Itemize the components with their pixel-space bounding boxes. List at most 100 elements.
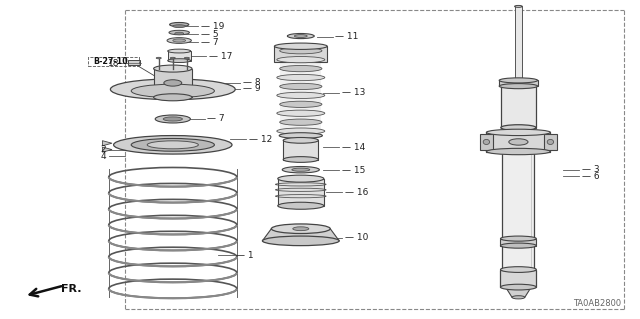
Ellipse shape — [501, 125, 536, 130]
Ellipse shape — [175, 32, 184, 35]
Polygon shape — [102, 147, 112, 152]
Ellipse shape — [515, 5, 522, 7]
Ellipse shape — [499, 84, 538, 89]
Ellipse shape — [502, 269, 534, 274]
Ellipse shape — [292, 168, 310, 171]
Ellipse shape — [276, 74, 324, 81]
Ellipse shape — [282, 167, 319, 173]
Text: B-27-10: B-27-10 — [93, 57, 127, 66]
Bar — [275, 46, 327, 62]
Ellipse shape — [147, 141, 198, 149]
Text: — 6: — 6 — [582, 172, 600, 181]
Ellipse shape — [276, 110, 324, 116]
Text: — 19: — 19 — [201, 22, 225, 31]
Ellipse shape — [164, 80, 182, 86]
Ellipse shape — [163, 117, 182, 121]
Polygon shape — [262, 229, 339, 241]
Text: — 10: — 10 — [345, 233, 369, 242]
Ellipse shape — [280, 101, 322, 108]
Polygon shape — [506, 287, 531, 297]
Text: — 12: — 12 — [249, 135, 272, 144]
Ellipse shape — [278, 175, 324, 182]
Text: — 15: — 15 — [342, 166, 365, 174]
Ellipse shape — [114, 136, 232, 154]
Ellipse shape — [500, 267, 536, 272]
Text: — 8: — 8 — [243, 78, 260, 87]
Text: — 5: — 5 — [201, 30, 219, 39]
Ellipse shape — [184, 57, 189, 59]
Ellipse shape — [173, 39, 186, 42]
Ellipse shape — [280, 83, 322, 90]
Ellipse shape — [483, 139, 490, 145]
Text: — 3: — 3 — [582, 165, 600, 174]
Bar — [500, 239, 536, 246]
Ellipse shape — [486, 148, 550, 155]
Ellipse shape — [275, 43, 327, 49]
Text: — 16: — 16 — [345, 188, 369, 197]
Text: 18: 18 — [108, 59, 119, 68]
Ellipse shape — [287, 33, 314, 39]
Text: FR.: FR. — [61, 284, 81, 294]
Ellipse shape — [168, 49, 191, 53]
Text: — 1: — 1 — [236, 251, 254, 260]
Ellipse shape — [167, 38, 191, 43]
Ellipse shape — [509, 139, 528, 145]
Ellipse shape — [156, 115, 191, 123]
Ellipse shape — [271, 224, 330, 234]
Ellipse shape — [276, 92, 324, 99]
Ellipse shape — [547, 139, 554, 145]
Ellipse shape — [500, 236, 536, 241]
Ellipse shape — [111, 79, 236, 100]
Ellipse shape — [170, 22, 189, 27]
Ellipse shape — [276, 56, 324, 63]
Bar — [501, 83, 536, 128]
Bar — [499, 80, 538, 86]
Polygon shape — [102, 141, 112, 146]
Ellipse shape — [156, 57, 161, 59]
Ellipse shape — [294, 34, 307, 37]
Ellipse shape — [154, 65, 192, 72]
Ellipse shape — [279, 133, 323, 138]
Ellipse shape — [486, 129, 550, 136]
Ellipse shape — [280, 48, 322, 54]
Text: — 14: — 14 — [342, 143, 365, 152]
Ellipse shape — [512, 296, 525, 299]
Ellipse shape — [500, 284, 536, 290]
Text: 2: 2 — [100, 145, 106, 154]
Bar — [500, 270, 536, 287]
Ellipse shape — [501, 80, 536, 86]
Ellipse shape — [169, 30, 189, 35]
Text: — 7: — 7 — [201, 38, 219, 47]
Ellipse shape — [283, 137, 319, 143]
Bar — [278, 179, 324, 206]
Text: — 11: — 11 — [335, 32, 359, 41]
Text: TA0AB2800: TA0AB2800 — [573, 299, 621, 308]
Bar — [154, 69, 192, 97]
Bar — [280, 46, 321, 136]
Ellipse shape — [170, 57, 175, 59]
Text: — 17: — 17 — [209, 52, 232, 61]
Bar — [128, 60, 140, 65]
Ellipse shape — [280, 65, 322, 72]
Ellipse shape — [500, 243, 536, 248]
Ellipse shape — [499, 78, 538, 83]
Ellipse shape — [292, 227, 308, 231]
Bar — [486, 132, 550, 152]
Ellipse shape — [502, 149, 534, 154]
Text: — 7: — 7 — [207, 115, 225, 123]
Ellipse shape — [131, 84, 214, 98]
Bar — [544, 134, 557, 150]
Ellipse shape — [131, 138, 214, 151]
Ellipse shape — [278, 202, 324, 209]
Bar — [515, 6, 522, 83]
Ellipse shape — [154, 94, 192, 101]
Ellipse shape — [276, 128, 324, 134]
Text: — 13: — 13 — [342, 88, 365, 97]
Text: 4: 4 — [100, 152, 106, 161]
Ellipse shape — [280, 119, 322, 125]
Ellipse shape — [168, 59, 191, 63]
Text: — 9: — 9 — [243, 84, 260, 93]
Bar — [480, 134, 493, 150]
Bar — [502, 152, 534, 271]
Ellipse shape — [283, 157, 319, 162]
